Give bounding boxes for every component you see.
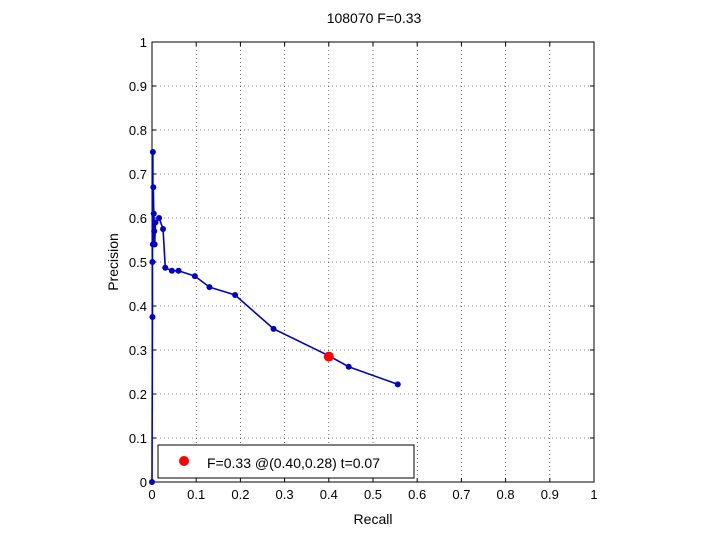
x-tick-label: 0.2	[231, 487, 249, 502]
y-tick-label: 0.6	[129, 211, 147, 226]
data-point	[149, 259, 156, 265]
data-point	[150, 210, 157, 217]
data-point	[151, 228, 158, 235]
data-point	[394, 381, 401, 388]
y-tick-label: 0.1	[129, 431, 147, 446]
y-axis: 0 0.1 0.2 0.3 0.4 0.5 0.6 0.7 0.8 0.9 1	[129, 35, 594, 490]
data-point	[175, 267, 182, 274]
y-tick-label: 0	[140, 475, 147, 490]
data-point	[160, 226, 167, 232]
data-point	[149, 314, 156, 320]
x-tick-label: 1	[590, 487, 597, 502]
data-point	[206, 284, 213, 291]
y-tick-label: 0.2	[129, 387, 147, 402]
best-f-point	[323, 351, 334, 362]
data-point	[270, 325, 277, 332]
x-tick-label: 0.4	[320, 487, 338, 502]
x-tick-label: 0.7	[452, 487, 470, 502]
data-point	[149, 479, 155, 485]
data-point	[345, 363, 352, 370]
series-layer	[149, 149, 401, 485]
y-tick-label: 0.8	[129, 123, 147, 138]
data-point	[149, 149, 156, 155]
data-point	[151, 241, 158, 248]
y-tick-label: 0.7	[129, 167, 147, 182]
y-tick-label: 0.4	[129, 299, 147, 314]
data-point	[150, 184, 157, 191]
series-line	[151, 151, 399, 483]
data-point	[162, 264, 169, 271]
data-point	[168, 267, 175, 274]
y-tick-label: 0.3	[129, 343, 147, 358]
y-tick-label: 1	[140, 35, 147, 50]
data-point	[232, 292, 239, 298]
legend-label: F=0.33 @(0.40,0.28) t=0.07	[207, 455, 380, 471]
x-axis-label: Recall	[354, 511, 393, 527]
grid	[152, 42, 594, 482]
x-tick-label: 0.8	[497, 487, 515, 502]
data-point	[152, 219, 159, 226]
legend-box	[157, 444, 415, 479]
x-axis: 0 0.1 0.2 0.3 0.4 0.5 0.6 0.7 0.8 0.9 1	[148, 42, 598, 502]
data-point	[191, 273, 198, 280]
x-tick-label: 0.3	[276, 487, 294, 502]
y-tick-label: 0.9	[129, 79, 147, 94]
chart-title: 108070 F=0.33	[327, 10, 422, 26]
x-tick-label: 0.9	[541, 487, 559, 502]
legend-marker	[179, 456, 189, 466]
x-tick-label: 0	[148, 487, 155, 502]
legend: F=0.33 @(0.40,0.28) t=0.07	[157, 444, 415, 479]
x-tick-label: 0.5	[364, 487, 382, 502]
y-tick-label: 0.5	[129, 255, 147, 270]
data-point	[156, 215, 163, 221]
x-tick-label: 0.6	[408, 487, 426, 502]
x-tick-label: 0.1	[187, 487, 205, 502]
y-axis-label: Precision	[105, 233, 121, 291]
